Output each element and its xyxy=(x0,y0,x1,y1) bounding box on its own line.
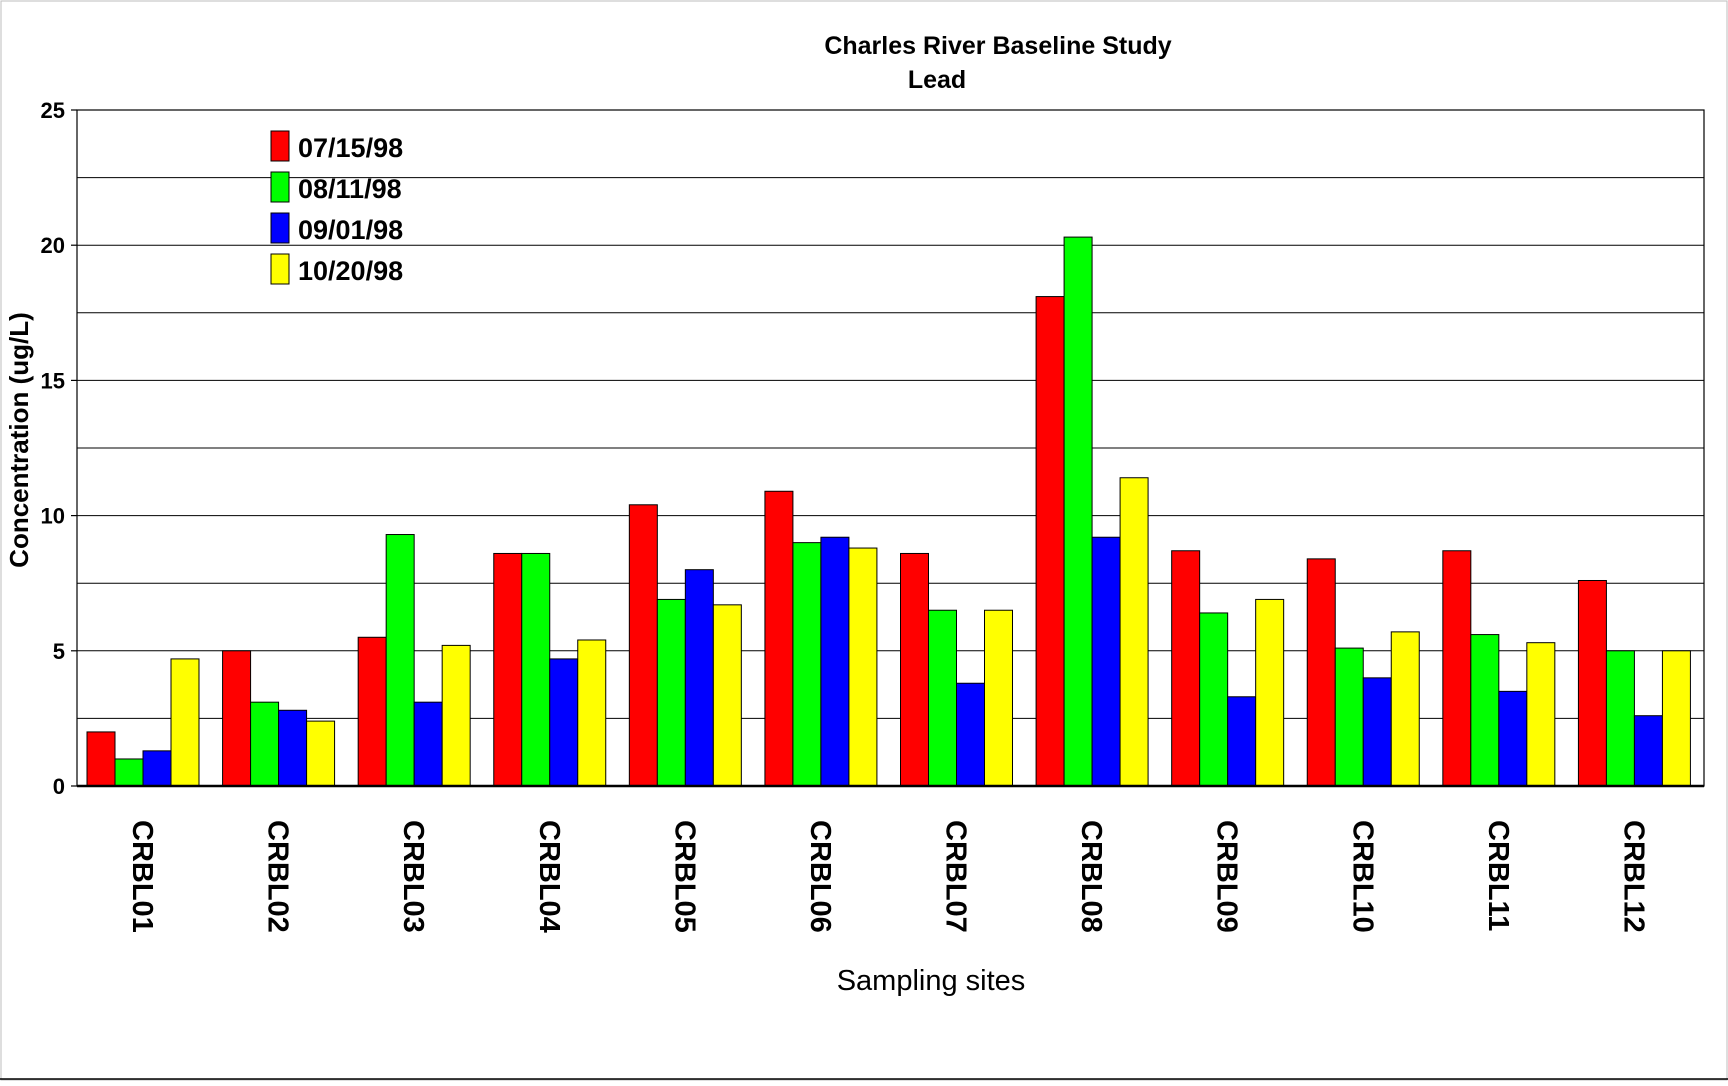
bar-crbl04-series-3 xyxy=(549,658,579,787)
y-tick-label: 20 xyxy=(41,233,65,258)
legend-label: 10/20/98 xyxy=(298,256,403,286)
legend-swatch xyxy=(270,130,290,162)
chart-title: Charles River Baseline Study xyxy=(824,32,1171,60)
bar-crbl12-series-1 xyxy=(1577,579,1607,787)
bar-crbl07-series-1 xyxy=(900,552,929,787)
bar-crbl08-series-1 xyxy=(1035,296,1065,787)
bar-crbl04-series-4 xyxy=(577,639,607,787)
x-category-label: CRBL11 xyxy=(1482,820,1514,931)
bar-crbl10-series-1 xyxy=(1306,558,1336,787)
y-tick-label: 5 xyxy=(53,639,65,664)
bar-crbl05-series-4 xyxy=(712,604,742,787)
legend-label: 08/11/98 xyxy=(298,174,402,204)
bar-crbl07-series-2 xyxy=(928,609,957,787)
legend: 07/15/98 08/11/98 09/01/98 10/20/98 xyxy=(270,130,403,286)
bar-crbl11-series-3 xyxy=(1498,690,1528,787)
x-category-label: CRBL06 xyxy=(804,820,836,933)
bar-crbl04-series-2 xyxy=(521,552,551,787)
bar-crbl03-series-4 xyxy=(441,644,471,787)
bar-crbl11-series-1 xyxy=(1442,550,1472,787)
bar-crbl12-series-3 xyxy=(1633,715,1663,787)
x-axis-title: Sampling sites xyxy=(837,965,1026,997)
bar-crbl12-series-4 xyxy=(1661,650,1691,787)
x-category-label: CRBL12 xyxy=(1617,820,1649,933)
x-category-label: CRBL08 xyxy=(1075,820,1107,933)
bar-crbl08-series-4 xyxy=(1119,477,1149,787)
chart-subtitle: Lead xyxy=(908,66,966,94)
bar-crbl09-series-1 xyxy=(1171,550,1201,787)
bar-crbl04-series-1 xyxy=(493,552,523,787)
x-category-label: CRBL02 xyxy=(262,820,294,933)
x-category-labels: CRBL01 CRBL02 CRBL03 CRBL04 CRBL05 CRBL06 CRBL… xyxy=(126,820,1649,933)
legend-label: 09/01/98 xyxy=(298,215,403,245)
bar-crbl12-series-2 xyxy=(1605,650,1635,787)
x-category-label: CRBL01 xyxy=(126,820,158,933)
x-category-label: CRBL04 xyxy=(533,820,565,933)
y-tick-label: 25 xyxy=(41,98,65,123)
x-category-label: CRBL10 xyxy=(1346,820,1378,933)
bar-crbl05-series-2 xyxy=(656,598,686,787)
bar-crbl05-series-1 xyxy=(628,504,658,787)
legend-swatch xyxy=(270,171,290,203)
bar-crbl01-series-3 xyxy=(142,750,172,787)
x-category-label: CRBL03 xyxy=(397,820,429,933)
y-tick-label: 15 xyxy=(41,368,65,393)
bar-crbl06-series-3 xyxy=(820,536,850,787)
bar-crbl10-series-2 xyxy=(1334,647,1364,787)
bar-crbl09-series-3 xyxy=(1227,696,1257,787)
axes xyxy=(71,109,1705,788)
bar-crbl03-series-1 xyxy=(357,636,387,787)
bar-crbl01-series-1 xyxy=(86,731,116,787)
bar-crbl02-series-2 xyxy=(250,701,280,787)
y-axis-title: Concentration (ug/L) xyxy=(4,312,34,568)
x-category-label: CRBL05 xyxy=(668,820,700,933)
y-tick-labels: 0 5 10 15 20 25 xyxy=(41,98,65,799)
bar-crbl07-series-3 xyxy=(956,682,985,787)
bar-crbl01-series-4 xyxy=(170,658,200,787)
bar-crbl10-series-4 xyxy=(1390,631,1420,787)
legend-label: 07/15/98 xyxy=(298,133,403,163)
legend-swatch xyxy=(270,212,290,244)
bar-crbl05-series-3 xyxy=(684,569,714,787)
bar-crbl11-series-4 xyxy=(1526,642,1556,787)
x-category-label: CRBL09 xyxy=(1211,820,1243,933)
bar-crbl03-series-3 xyxy=(413,701,443,787)
bar-crbl01-series-2 xyxy=(114,758,144,787)
legend-swatch xyxy=(270,253,290,285)
bar-crbl02-series-1 xyxy=(222,650,252,787)
bar-crbl07-series-4 xyxy=(984,609,1013,787)
bar-crbl10-series-3 xyxy=(1362,677,1392,787)
bar-crbl02-series-3 xyxy=(278,709,308,787)
bar-crbl11-series-2 xyxy=(1470,634,1500,787)
bar-crbl09-series-2 xyxy=(1199,612,1229,787)
x-category-label: CRBL07 xyxy=(940,820,972,933)
bar-crbl08-series-2 xyxy=(1063,236,1093,787)
y-tick-label: 0 xyxy=(53,774,65,799)
y-tick-label: 10 xyxy=(41,504,65,529)
bar-crbl06-series-2 xyxy=(792,542,822,787)
bar-crbl02-series-4 xyxy=(306,720,336,787)
bar-crbl08-series-3 xyxy=(1091,536,1121,787)
bars xyxy=(86,236,1691,787)
bar-crbl09-series-4 xyxy=(1255,598,1285,787)
bar-crbl06-series-1 xyxy=(764,490,794,787)
bar-crbl03-series-2 xyxy=(385,534,415,787)
bar-crbl06-series-4 xyxy=(848,547,878,787)
